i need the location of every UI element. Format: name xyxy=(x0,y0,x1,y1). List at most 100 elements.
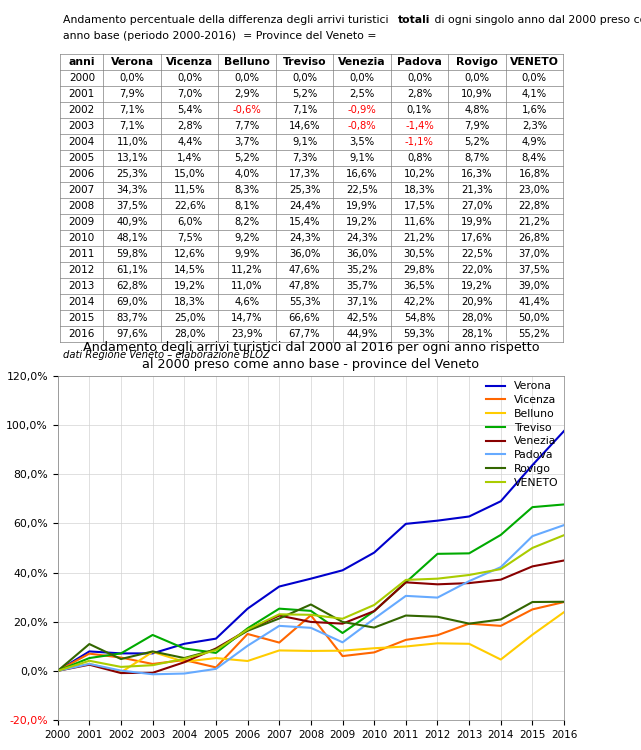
VENETO xyxy=(529,544,537,553)
VENETO xyxy=(497,565,504,574)
Vicenza xyxy=(402,635,410,644)
Text: 26,8%: 26,8% xyxy=(519,233,550,243)
Text: 4,0%: 4,0% xyxy=(235,170,260,179)
Text: 15,0%: 15,0% xyxy=(174,170,205,179)
Text: 5,2%: 5,2% xyxy=(292,89,317,99)
Text: 22,5%: 22,5% xyxy=(346,185,378,195)
VENETO xyxy=(307,610,315,620)
Text: 97,6%: 97,6% xyxy=(117,328,148,339)
Venezia xyxy=(529,562,537,571)
Text: 11,6%: 11,6% xyxy=(404,217,435,227)
Belluno xyxy=(497,655,504,664)
Text: Verona: Verona xyxy=(111,58,154,68)
Padova xyxy=(465,577,473,586)
Text: 5,4%: 5,4% xyxy=(177,105,202,116)
Text: 7,0%: 7,0% xyxy=(177,89,202,99)
VENETO xyxy=(117,662,125,671)
Text: 40,9%: 40,9% xyxy=(117,217,148,227)
Text: 22,5%: 22,5% xyxy=(461,249,493,259)
Text: 1,4%: 1,4% xyxy=(177,153,202,164)
Line: VENETO: VENETO xyxy=(58,536,564,670)
Rovigo xyxy=(465,620,473,628)
Text: 19,2%: 19,2% xyxy=(461,280,493,291)
Text: 55,3%: 55,3% xyxy=(289,297,320,307)
VENETO xyxy=(402,575,410,584)
Text: 2007: 2007 xyxy=(69,185,95,195)
Text: 29,8%: 29,8% xyxy=(404,265,435,275)
VENETO xyxy=(338,614,346,623)
Text: 18,3%: 18,3% xyxy=(174,297,205,307)
VENETO xyxy=(212,646,220,655)
Vicenza xyxy=(85,650,93,658)
Text: 28,1%: 28,1% xyxy=(461,328,493,339)
Text: 2009: 2009 xyxy=(69,217,95,227)
Text: 36,5%: 36,5% xyxy=(404,280,435,291)
Verona xyxy=(497,496,504,506)
Text: 22,8%: 22,8% xyxy=(519,201,550,211)
Treviso xyxy=(276,604,283,613)
Text: 11,2%: 11,2% xyxy=(231,265,263,275)
Text: 0,0%: 0,0% xyxy=(235,74,260,83)
Venezia xyxy=(433,580,441,589)
Padova xyxy=(85,659,93,668)
Rovigo xyxy=(117,655,125,664)
Text: 47,8%: 47,8% xyxy=(289,280,320,291)
Rovigo xyxy=(212,645,220,654)
Padova xyxy=(560,520,568,530)
Vicenza xyxy=(307,610,315,620)
Text: 2014: 2014 xyxy=(69,297,95,307)
Text: 0,0%: 0,0% xyxy=(407,74,432,83)
Text: 7,1%: 7,1% xyxy=(292,105,317,116)
Venezia xyxy=(54,666,62,675)
Text: 25,3%: 25,3% xyxy=(117,170,148,179)
Text: 2,5%: 2,5% xyxy=(349,89,374,99)
Text: 67,7%: 67,7% xyxy=(288,328,320,339)
Verona xyxy=(560,427,568,436)
Text: 7,7%: 7,7% xyxy=(235,122,260,131)
Text: 0,0%: 0,0% xyxy=(177,74,202,83)
Text: 14,5%: 14,5% xyxy=(174,265,205,275)
Venezia xyxy=(85,660,93,669)
Venezia xyxy=(338,620,346,628)
Belluno xyxy=(212,653,220,662)
Verona xyxy=(244,604,251,613)
Padova xyxy=(433,593,441,602)
Text: 36,0%: 36,0% xyxy=(346,249,378,259)
Treviso xyxy=(529,503,537,512)
Text: 7,9%: 7,9% xyxy=(464,122,490,131)
Text: 50,0%: 50,0% xyxy=(519,313,550,322)
Padova xyxy=(212,664,220,674)
Text: 9,2%: 9,2% xyxy=(235,233,260,243)
Text: 8,2%: 8,2% xyxy=(235,217,260,227)
Treviso xyxy=(117,649,125,658)
Text: 62,8%: 62,8% xyxy=(117,280,148,291)
Padova xyxy=(54,666,62,675)
Venezia xyxy=(402,578,410,586)
Vicenza xyxy=(180,656,188,664)
Text: 21,2%: 21,2% xyxy=(519,217,550,227)
Treviso xyxy=(244,624,251,633)
Text: 8,3%: 8,3% xyxy=(235,185,260,195)
Text: 16,6%: 16,6% xyxy=(346,170,378,179)
Text: 2010: 2010 xyxy=(69,233,95,243)
Line: Rovigo: Rovigo xyxy=(58,602,564,670)
Text: 7,5%: 7,5% xyxy=(177,233,203,243)
Text: 2015: 2015 xyxy=(69,313,95,322)
Text: 2013: 2013 xyxy=(69,280,95,291)
Treviso xyxy=(338,628,346,638)
Venezia xyxy=(276,611,283,620)
Legend: Verona, Vicenza, Belluno, Treviso, Venezia, Padova, Rovigo, VENETO: Verona, Vicenza, Belluno, Treviso, Venez… xyxy=(486,381,559,488)
Text: 25,3%: 25,3% xyxy=(289,185,320,195)
Text: 19,2%: 19,2% xyxy=(346,217,378,227)
Text: 2005: 2005 xyxy=(69,153,95,164)
Text: Venezia: Venezia xyxy=(338,58,386,68)
Text: Treviso: Treviso xyxy=(283,58,326,68)
Text: 25,0%: 25,0% xyxy=(174,313,205,322)
Title: Andamento degli arrivi turistici dal 2000 al 2016 per ogni anno rispetto
al 2000: Andamento degli arrivi turistici dal 200… xyxy=(83,340,539,370)
Text: 44,9%: 44,9% xyxy=(346,328,378,339)
Padova xyxy=(307,623,315,632)
Text: 0,0%: 0,0% xyxy=(464,74,489,83)
Text: 35,7%: 35,7% xyxy=(346,280,378,291)
Text: anni: anni xyxy=(69,58,95,68)
Text: 2008: 2008 xyxy=(69,201,95,211)
